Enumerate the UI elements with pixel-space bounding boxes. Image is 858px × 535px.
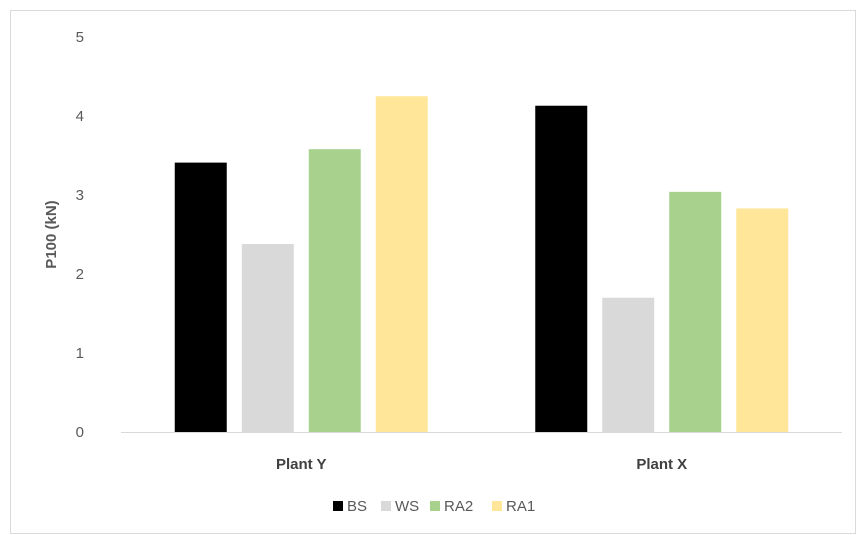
category-label: Plant X — [636, 456, 687, 473]
y-tick-label: 4 — [76, 108, 84, 125]
legend-swatch-bs — [333, 501, 343, 511]
bar-ra2-plant-y — [308, 149, 361, 432]
legend: BS WS RA2 RA1 — [333, 498, 535, 515]
y-axis-tick-labels: 0 1 2 3 4 5 — [76, 29, 84, 441]
y-tick-label: 0 — [76, 424, 84, 441]
legend-label-ra2: RA2 — [444, 498, 473, 515]
bars — [174, 96, 789, 433]
legend-label-bs: BS — [347, 498, 367, 515]
x-axis-category-labels: Plant Y Plant X — [276, 456, 687, 473]
legend-swatch-ws — [381, 501, 391, 511]
y-axis-title: P100 (kN) — [43, 200, 60, 268]
legend-swatch-ra1 — [492, 501, 502, 511]
bar-bs-plant-x — [535, 105, 588, 432]
y-tick-label: 2 — [76, 266, 84, 283]
category-label: Plant Y — [276, 456, 327, 473]
bar-ra2-plant-x — [669, 191, 722, 432]
y-tick-label: 1 — [76, 345, 84, 362]
bar-ra1-plant-y — [375, 96, 428, 432]
legend-label-ra1: RA1 — [506, 498, 535, 515]
bar-ws-plant-y — [241, 243, 294, 432]
bar-bs-plant-y — [174, 162, 227, 433]
legend-label-ws: WS — [395, 498, 419, 515]
y-tick-label: 3 — [76, 187, 84, 204]
bar-ws-plant-x — [602, 297, 655, 432]
legend-swatch-ra2 — [430, 501, 440, 511]
bar-ra1-plant-x — [736, 208, 789, 432]
y-tick-label: 5 — [76, 29, 84, 46]
